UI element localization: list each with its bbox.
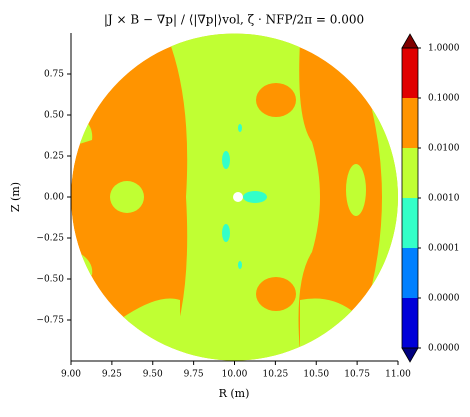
axis-point (233, 192, 243, 202)
x-tick-label: 9.50 (143, 370, 163, 380)
y-tick-label: −0.50 (36, 275, 64, 285)
contour-region (110, 181, 144, 213)
contour-region (238, 124, 242, 132)
x-tick-label: 10.00 (222, 370, 248, 380)
contour-region (256, 83, 296, 117)
y-axis-label: Z (m) (9, 182, 22, 212)
colorbar-segment (402, 198, 418, 248)
x-tick-label: 9.25 (102, 370, 122, 380)
contour-field (71, 33, 398, 361)
contour-region (346, 164, 366, 216)
colorbar-segment (402, 298, 418, 348)
colorbar-segment (402, 248, 418, 298)
contour-region (243, 191, 267, 203)
contour-region (238, 261, 242, 269)
x-tick-label: 10.50 (303, 370, 329, 380)
colorbar-extend-over (401, 33, 419, 49)
colorbar-segment (402, 48, 418, 98)
x-tick-label: 9.75 (184, 370, 204, 380)
colorbar-tick-label: 0.0100 (428, 144, 460, 154)
contour-region (222, 224, 230, 242)
x-axis-label: R (m) (219, 387, 250, 400)
y-tick-label: 0.25 (44, 152, 64, 162)
chart-title: |J × B − ∇p| / ⟨|∇p|⟩vol, ζ · NFP/2π = 0… (104, 13, 364, 27)
y-tick-label: 0.75 (44, 70, 64, 80)
contour-region (256, 277, 296, 311)
colorbar-tick-label: 0.0000 (428, 294, 460, 304)
x-tick-label: 10.75 (344, 370, 370, 380)
y-tick-label: 0.50 (44, 111, 64, 121)
colorbar-segment (402, 148, 418, 198)
x-tick-label: 10.25 (262, 370, 288, 380)
x-tick-label: 11.00 (385, 370, 411, 380)
x-tick-label: 9.00 (61, 370, 81, 380)
contour-region (372, 110, 398, 285)
colorbar-tick-label: 0.1000 (428, 94, 460, 104)
colorbar-extend-under (401, 347, 419, 363)
colorbar-tick-label: 0.0000 (428, 344, 460, 354)
contour-region (222, 151, 230, 169)
colorbar-segment (402, 98, 418, 148)
colorbar-tick-label: 1.0000 (428, 44, 460, 54)
y-tick-label: 0.00 (44, 193, 64, 203)
y-tick-label: −0.75 (36, 316, 64, 326)
y-tick-label: −0.25 (36, 234, 64, 244)
colorbar-tick-label: 0.0010 (428, 194, 460, 204)
colorbar-tick-label: 0.0001 (428, 244, 460, 254)
